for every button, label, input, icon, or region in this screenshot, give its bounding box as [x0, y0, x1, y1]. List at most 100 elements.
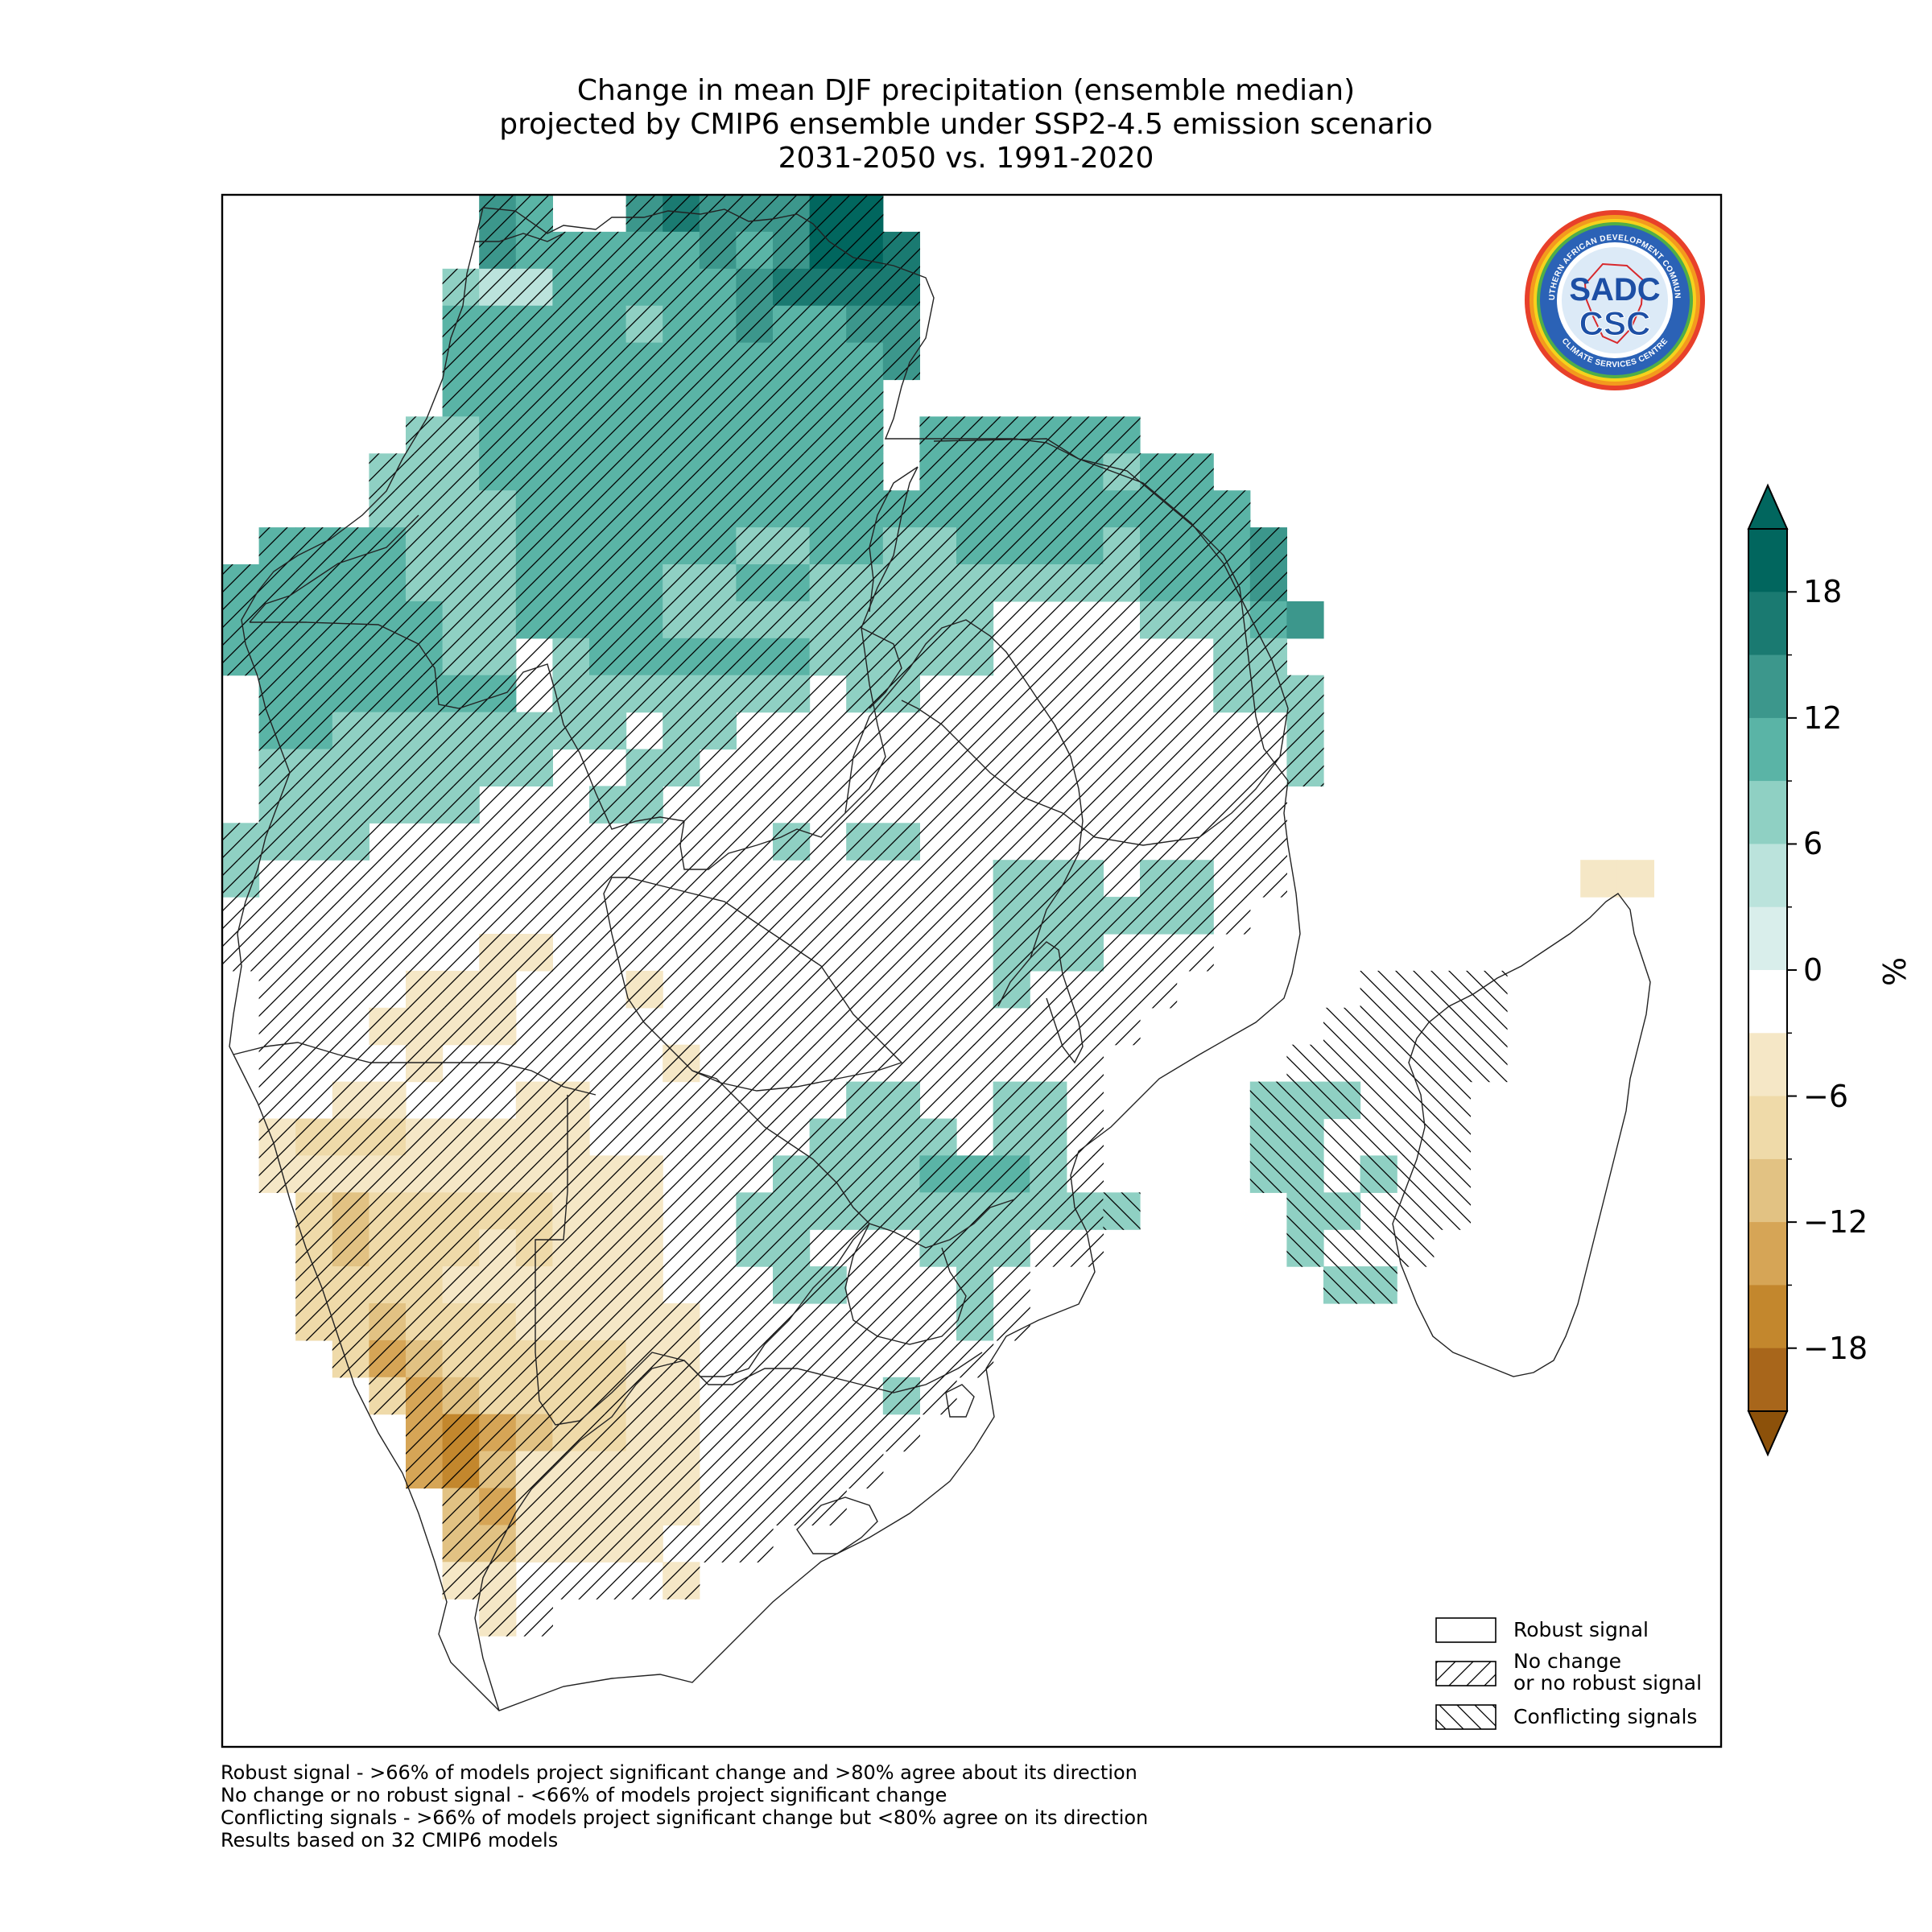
- hatch-no-change: [1103, 601, 1141, 639]
- hatch-conflicting: [1397, 1007, 1435, 1046]
- hatch-no-change: [1030, 712, 1067, 750]
- hatch-no-change: [956, 786, 994, 824]
- hatch-no-change: [625, 231, 663, 270]
- hatch-no-change: [258, 1007, 296, 1046]
- hatch-no-change: [258, 712, 296, 750]
- hatch-no-change: [773, 1155, 811, 1193]
- hatch-no-change: [882, 712, 920, 750]
- hatch-conflicting: [1323, 1192, 1361, 1230]
- hatch-no-change: [1213, 675, 1251, 713]
- hatch-no-change: [882, 1266, 920, 1304]
- hatch-no-change: [919, 786, 957, 824]
- hatch-no-change: [369, 897, 407, 935]
- hatch-no-change: [515, 970, 553, 1009]
- hatch-no-change: [773, 860, 811, 898]
- hatch-no-change: [699, 564, 737, 602]
- hatch-no-change: [956, 749, 994, 786]
- hatch-no-change: [479, 1081, 517, 1120]
- hatch-no-change: [258, 1081, 296, 1120]
- hatch-no-change: [552, 1155, 590, 1193]
- hatch-no-change: [1103, 564, 1141, 602]
- colorbar-segment: [1748, 654, 1787, 719]
- hatch-no-change: [515, 712, 553, 750]
- hatch-no-change: [442, 1451, 480, 1489]
- hatch-no-change: [332, 1081, 369, 1120]
- hatch-no-change: [809, 1044, 847, 1083]
- hatch-no-change: [1176, 749, 1214, 786]
- hatch-no-change: [846, 195, 884, 233]
- hatch-no-change: [773, 342, 811, 381]
- hatch-no-change: [515, 860, 553, 898]
- colorbar-segment: [1748, 717, 1787, 782]
- hatch-no-change: [956, 601, 994, 639]
- hatch-no-change: [1066, 934, 1104, 972]
- hatch-no-change: [919, 712, 957, 750]
- hatch-no-change: [625, 1414, 663, 1452]
- hatch-no-change: [882, 1118, 920, 1156]
- hatch-no-change: [736, 1451, 774, 1489]
- colorbar-segment: [1748, 1285, 1787, 1349]
- hatch-no-change: [515, 195, 553, 233]
- hatch-no-change: [552, 1377, 590, 1415]
- border-lesotho: [796, 1496, 878, 1554]
- hatch-conflicting: [1470, 1044, 1508, 1083]
- hatch-no-change: [552, 527, 590, 565]
- hatch-no-change: [809, 1303, 847, 1341]
- hatch-conflicting: [1286, 1229, 1324, 1267]
- hatch-no-change: [406, 1155, 444, 1193]
- hatch-no-change: [625, 1192, 663, 1230]
- hatch-no-change: [1176, 823, 1214, 861]
- hatch-no-change: [809, 1340, 847, 1378]
- hatch-no-change: [699, 823, 737, 861]
- hatch-no-change: [479, 712, 517, 750]
- hatch-no-change: [736, 1488, 774, 1525]
- hatch-no-change: [699, 1155, 737, 1193]
- hatch-no-change: [442, 970, 480, 1009]
- hatch-no-change: [295, 1155, 333, 1193]
- hatch-no-change: [552, 1044, 590, 1083]
- footnotes: Robust signal - >66% of models project s…: [221, 1761, 1148, 1852]
- hatch-conflicting: [1323, 1044, 1361, 1083]
- hatch-no-change: [699, 379, 737, 417]
- hatch-no-change: [699, 342, 737, 381]
- hatch-no-change: [406, 1414, 444, 1452]
- hatch-no-change: [809, 379, 847, 417]
- hatch-no-change: [1213, 564, 1251, 602]
- hatch-no-change: [442, 1488, 480, 1525]
- border-zambia-zimbabwe: [691, 1070, 1015, 1249]
- hatch-no-change: [882, 1414, 920, 1452]
- hatch-no-change: [993, 1081, 1030, 1120]
- hatch-no-change: [552, 823, 590, 861]
- hatch-no-change: [956, 897, 994, 935]
- hatch-no-change: [1140, 860, 1178, 898]
- hatch-no-change: [222, 601, 260, 639]
- hatch-no-change: [295, 1192, 333, 1230]
- hatch-no-change: [552, 416, 590, 454]
- hatch-no-change: [1030, 490, 1067, 528]
- hatch-no-change: [406, 1303, 444, 1341]
- hatch-no-change: [846, 490, 884, 528]
- hatch-no-change: [442, 1229, 480, 1267]
- hatch-no-change: [552, 1303, 590, 1341]
- hatch-no-change: [406, 527, 444, 565]
- border-angola-south: [233, 1042, 597, 1096]
- hatch-no-change: [369, 786, 407, 824]
- hatch-no-change: [442, 749, 480, 786]
- hatch-conflicting: [1323, 1081, 1361, 1120]
- hatch-no-change: [663, 1266, 700, 1304]
- hatch-no-change: [1103, 860, 1141, 898]
- hatch-no-change: [479, 1525, 517, 1563]
- hatch-no-change: [625, 1562, 663, 1600]
- hatch-no-change: [809, 231, 847, 270]
- hatch-no-change: [663, 1414, 700, 1452]
- hatch-no-change: [956, 490, 994, 528]
- hatch-no-change: [258, 527, 296, 565]
- hatch-no-change: [625, 379, 663, 417]
- hatch-no-change: [479, 970, 517, 1009]
- hatch-conflicting: [1286, 1118, 1324, 1156]
- hatch-no-change: [1030, 675, 1067, 713]
- hatch-no-change: [882, 749, 920, 786]
- hatch-no-change: [663, 1044, 700, 1083]
- hatch-no-change: [295, 897, 333, 935]
- hatch-no-change: [369, 970, 407, 1009]
